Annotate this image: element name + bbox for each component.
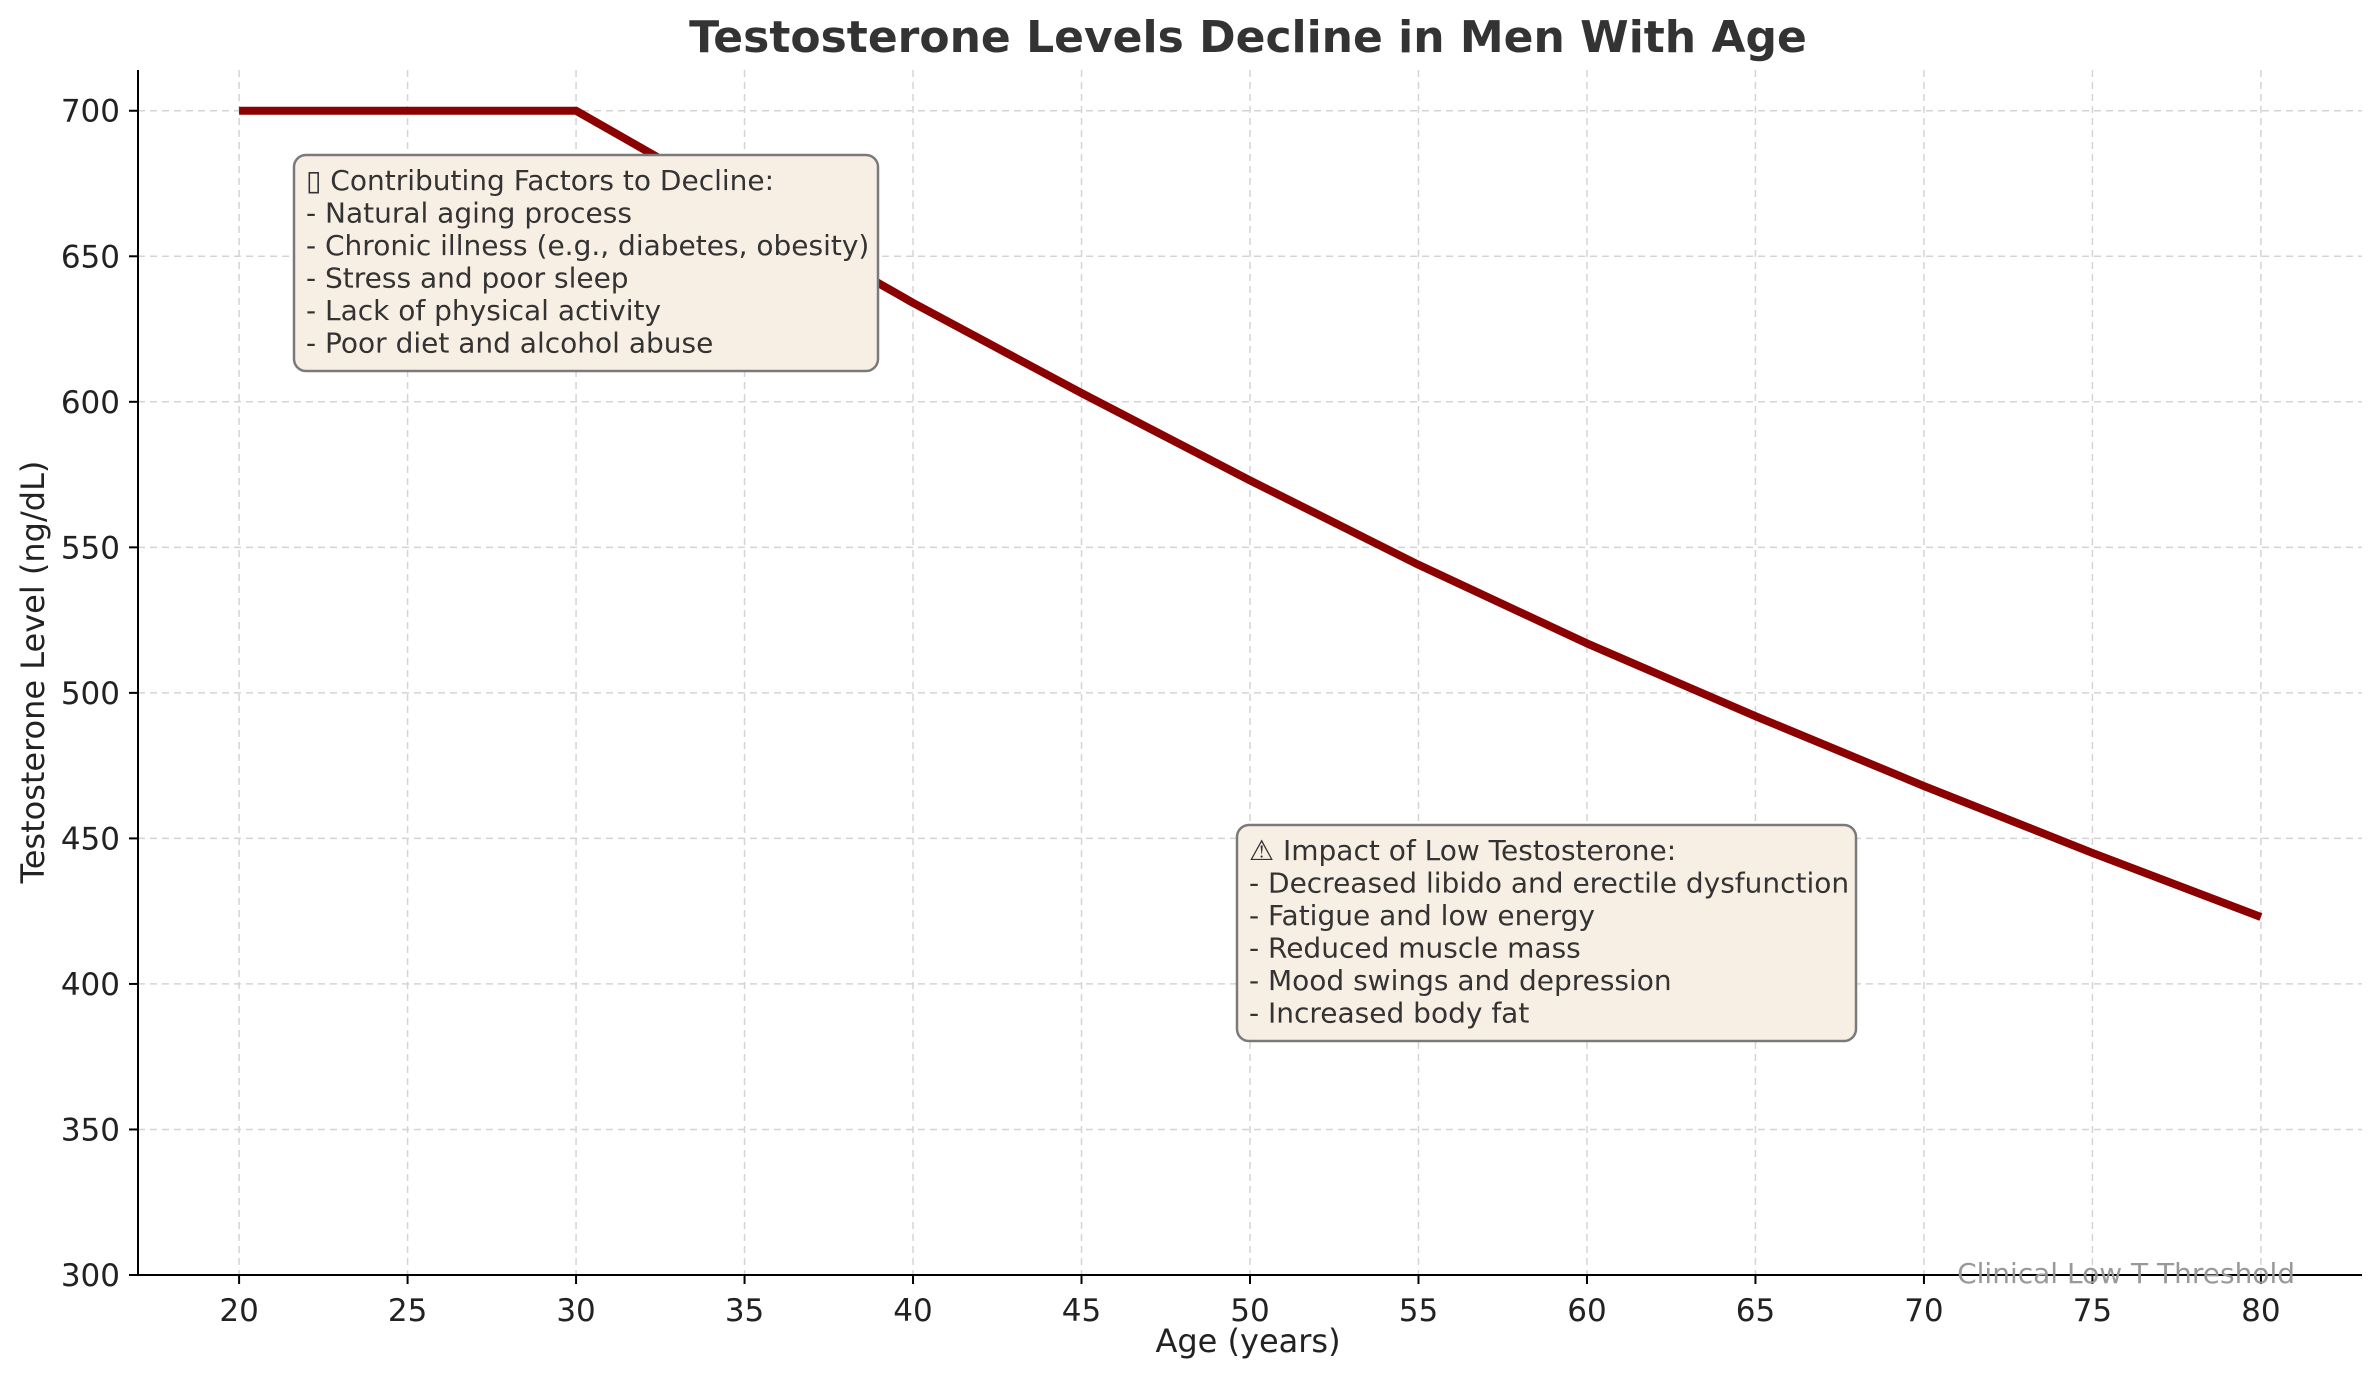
chart-title: Testosterone Levels Decline in Men With … [689,12,1807,63]
annotation-line: - Decreased libido and erectile dysfunct… [1249,867,1849,900]
annotation-line: - Chronic illness (e.g., diabetes, obesi… [306,229,869,262]
x-tick-label: 45 [1062,1293,1101,1329]
x-axis-label: Age (years) [1155,1322,1340,1360]
x-tick-label: 75 [2073,1293,2112,1329]
annotation-line: - Stress and poor sleep [306,262,629,295]
y-tick-label: 700 [61,94,120,130]
y-tick-label: 550 [61,530,120,566]
annotation-box-impact: ⚠ Impact of Low Testosterone:- Decreased… [1235,823,1858,1043]
annotation-line: ⚠ Impact of Low Testosterone: [1249,834,1676,867]
annotation-box-factors: ▯ Contributing Factors to Decline:- Natu… [292,153,880,373]
axes: 20 25 30 35 40 45 50 55 60 65 70 75 80 300 350 400 450 50… [61,70,2362,1329]
x-tick-label: 70 [1904,1293,1943,1329]
x-tick-label: 40 [893,1293,932,1329]
annotation-line: - Lack of physical activity [306,294,661,327]
annotation-line: - Poor diet and alcohol abuse [306,327,713,360]
x-tick-label: 30 [556,1293,595,1329]
x-tick-label: 20 [219,1293,258,1329]
annotation-line: - Mood swings and depression [1249,964,1672,997]
y-tick-label: 450 [61,821,120,857]
y-tick-label: 350 [61,1112,120,1148]
y-tick-label: 400 [61,967,120,1003]
y-tick-label: 600 [61,385,120,421]
x-tick-label: 55 [1399,1293,1438,1329]
x-tick-label: 35 [725,1293,764,1329]
annotation-background [1235,823,1858,1043]
annotation-line: - Fatigue and low energy [1249,899,1595,932]
x-tick-label: 65 [1736,1293,1775,1329]
y-tick-label: 500 [61,676,120,712]
x-tick-label: 80 [2241,1293,2280,1329]
threshold-label: Clinical Low T Threshold [1957,1257,2295,1290]
x-tick-label: 60 [1567,1293,1606,1329]
y-tick-label: 650 [61,239,120,275]
annotation-background [292,153,880,373]
y-axis-label: Testosterone Level (ng/dL) [14,461,52,885]
x-tick-label: 25 [388,1293,427,1329]
annotation-line: - Increased body fat [1249,997,1529,1030]
annotation-line: - Reduced muscle mass [1249,932,1581,965]
annotations: ▯ Contributing Factors to Decline:- Natu… [292,153,1858,1043]
annotation-line: - Natural aging process [306,197,632,230]
annotation-line: ▯ Contributing Factors to Decline: [306,164,774,197]
y-tick-label: 300 [61,1258,120,1294]
x-tick-label: 50 [1230,1293,1269,1329]
